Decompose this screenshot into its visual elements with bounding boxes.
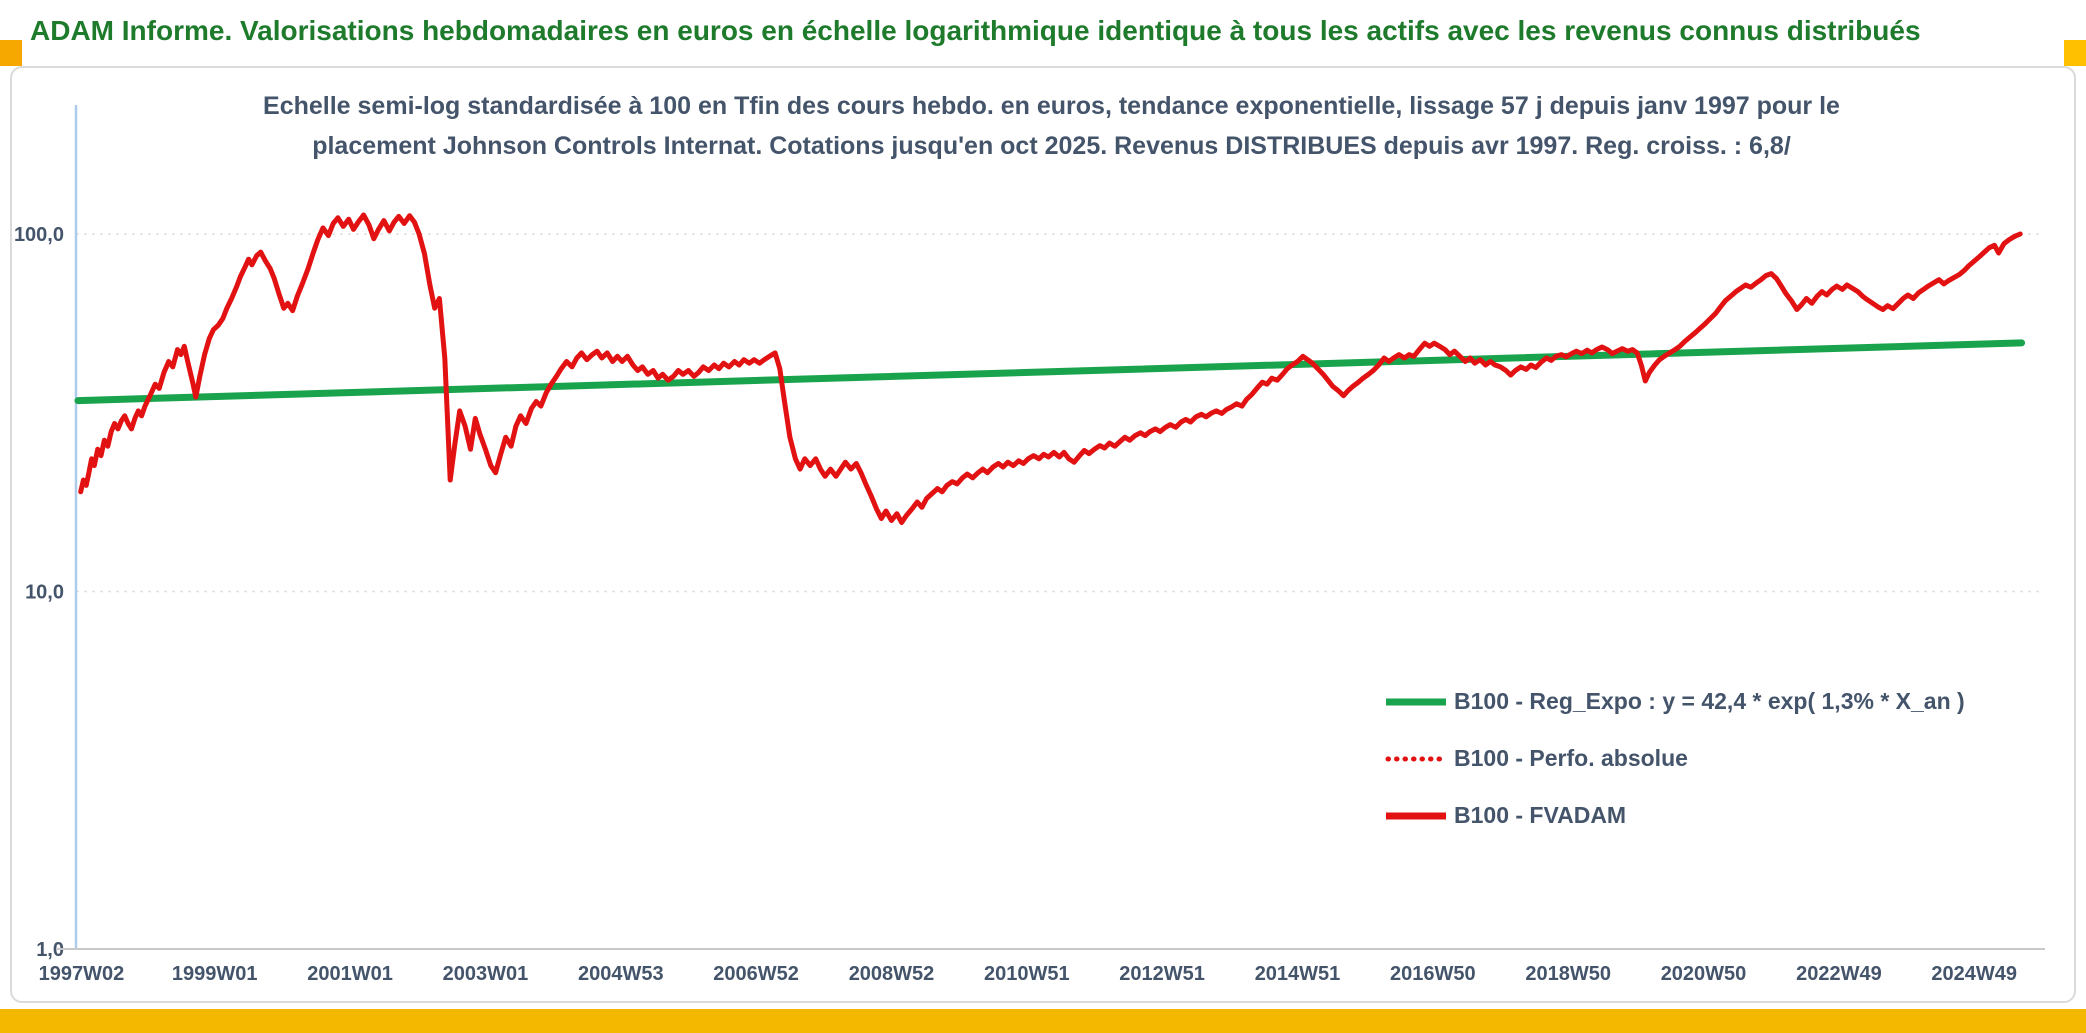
x-tick-label: 2004W53 [578, 963, 664, 985]
chart-title-line2: placement Johnson Controls Internat. Cot… [312, 132, 1791, 160]
gold-corner-left [0, 40, 22, 66]
legend-swatch-red-dotted-line [1385, 756, 1448, 761]
x-tick-label: 2001W01 [307, 963, 393, 985]
x-tick-label: 2018W50 [1525, 963, 1611, 985]
title-bar: ADAM Informe. Valorisations hebdomadaire… [0, 0, 2086, 62]
x-tick-label: 2016W50 [1390, 963, 1476, 985]
x-tick-label: 1997W02 [39, 963, 125, 985]
x-tick-label: 2024W49 [1931, 963, 2017, 985]
legend-item-fvadam: B100 - FVADAM [1384, 802, 1965, 829]
legend-label-perfo-absolue: B100 - Perfo. absolue [1454, 745, 1688, 771]
chart-legend: B100 - Reg_Expo : y = 42,4 * exp( 1,3% *… [1384, 688, 1965, 829]
x-tick-label: 2014W51 [1255, 963, 1341, 985]
legend-label-reg-expo: B100 - Reg_Expo : y = 42,4 * exp( 1,3% *… [1454, 688, 1965, 714]
gold-corner-right [2064, 40, 2086, 66]
x-tick-label: 2010W51 [984, 963, 1070, 985]
gold-bottom-strip [0, 1009, 2086, 1033]
y-tick-label: 10,0 [25, 582, 64, 604]
y-tick-label: 1,0 [36, 939, 64, 961]
chart-frame [10, 66, 2076, 1003]
legend-item-perfo-absolue: B100 - Perfo. absolue [1384, 745, 1965, 772]
legend-swatch-red-solid-line [1386, 812, 1446, 819]
chart-title-line1: Echelle semi-log standardisée à 100 en T… [263, 92, 1840, 120]
x-tick-label: 2008W52 [849, 963, 935, 985]
y-tick-label: 100,0 [14, 224, 64, 246]
chart-title: Echelle semi-log standardisée à 100 en T… [76, 86, 2027, 166]
x-tick-label: 2022W49 [1796, 963, 1882, 985]
legend-item-reg-expo: B100 - Reg_Expo : y = 42,4 * exp( 1,3% *… [1384, 688, 1965, 715]
x-tick-label: 2003W01 [443, 963, 529, 985]
series-line-0 [74, 339, 2026, 405]
x-tick-label: 1999W01 [172, 963, 258, 985]
x-tick-label: 2006W52 [713, 963, 799, 985]
x-tick-label: 2012W51 [1119, 963, 1205, 985]
page-title: ADAM Informe. Valorisations hebdomadaire… [30, 15, 1921, 46]
x-tick-label: 2020W50 [1661, 963, 1747, 985]
legend-swatch-green-solid-line [1386, 698, 1446, 705]
legend-label-fvadam: B100 - FVADAM [1454, 802, 1627, 828]
series-line-2 [78, 212, 2023, 525]
